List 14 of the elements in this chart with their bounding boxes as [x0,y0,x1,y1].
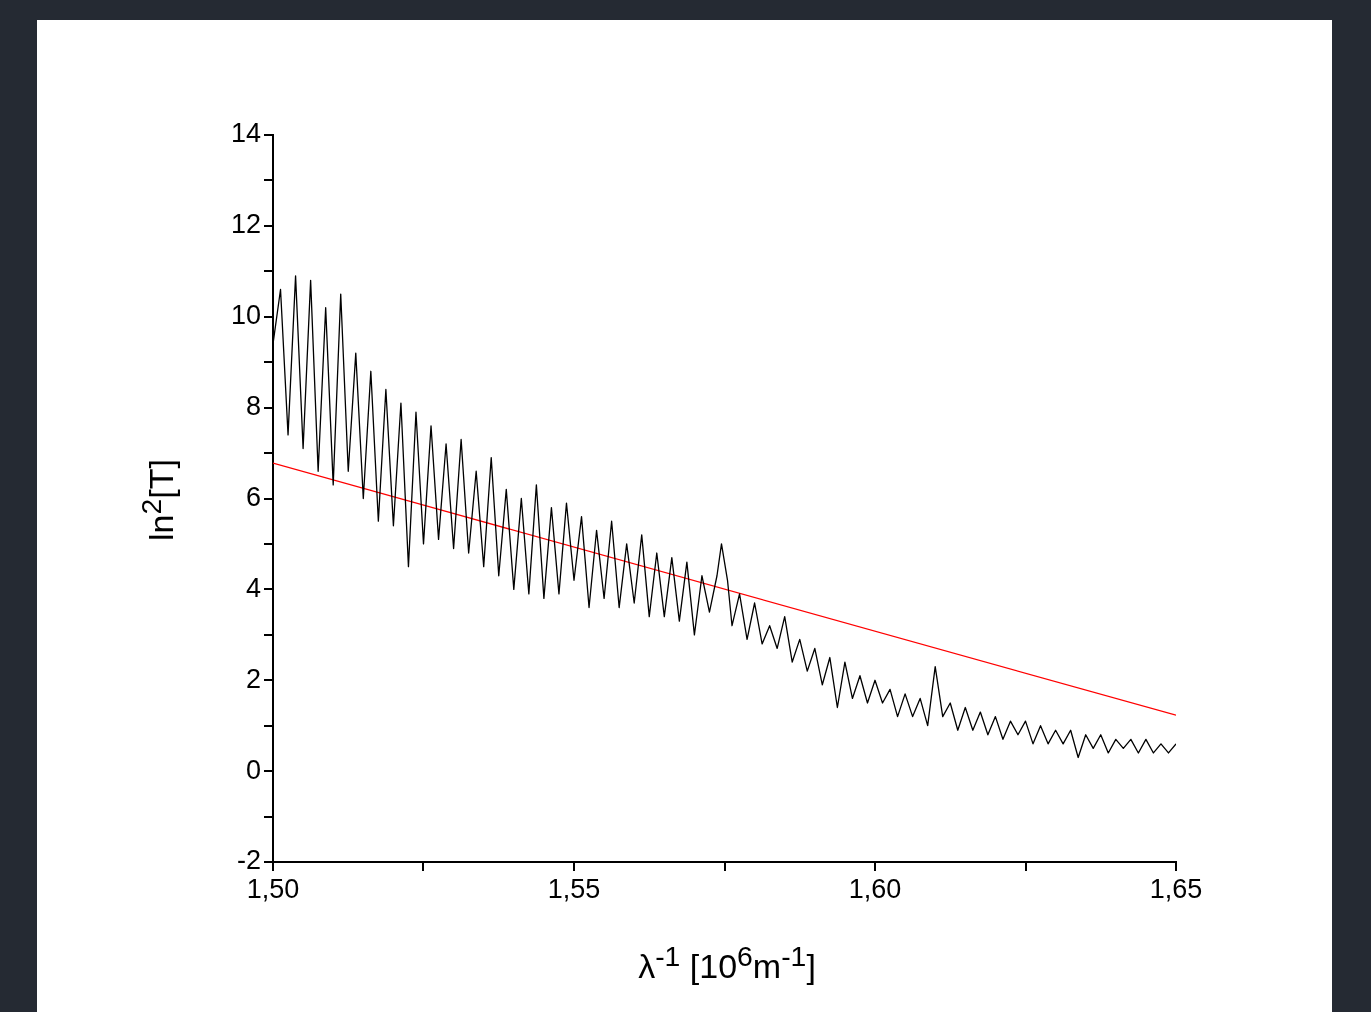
x-tick-label: 1,50 [246,873,300,904]
x-tick-label: 1,60 [848,873,902,904]
x-tick-label: 1,65 [1149,873,1203,904]
x-axis-title: λ$^{-1}$ [10$^{6}$m$^{-1}$] [637,940,817,987]
y-tick-label: 0 [245,754,261,785]
y-tick-label: 12 [230,209,261,240]
y-tick-label: 14 [230,118,261,149]
y-tick-label: 2 [245,663,261,694]
y-tick-label: -2 [236,845,261,876]
y-tick-label: 8 [245,391,261,422]
y-tick-label: 6 [245,481,261,512]
x-tick-label: 1,55 [547,873,601,904]
y-tick-label: 4 [245,572,261,603]
y-tick-label: 10 [230,300,261,331]
